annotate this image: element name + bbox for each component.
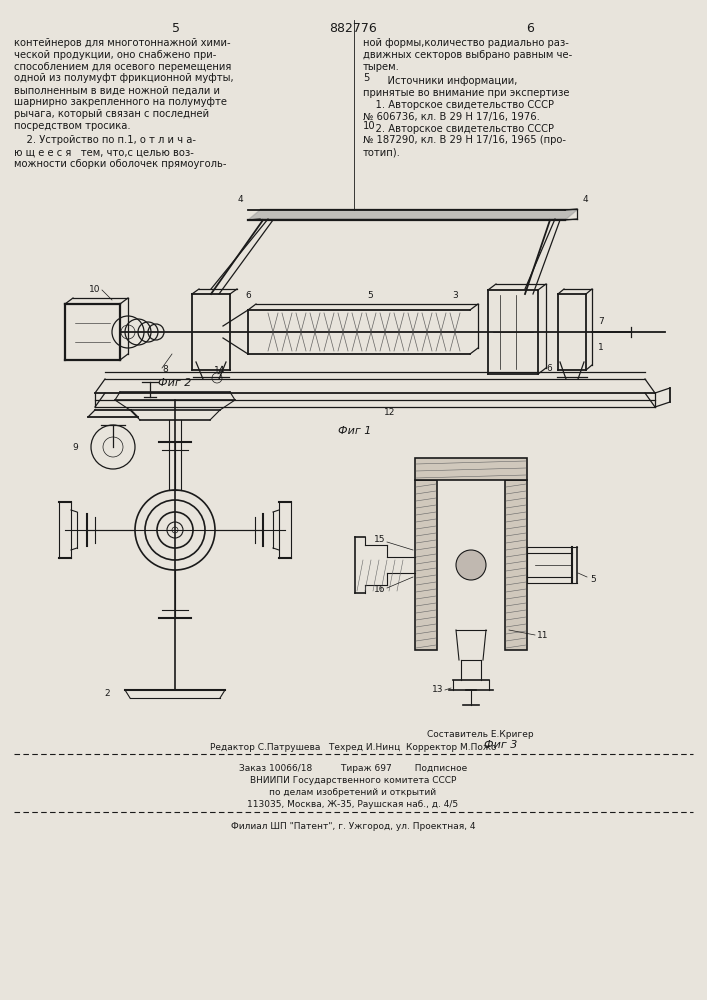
Text: 2. Устройство по п.1, о т л и ч а-: 2. Устройство по п.1, о т л и ч а- — [14, 135, 196, 145]
Text: 5: 5 — [590, 576, 596, 584]
Text: Редактор С.Патрушева   Техред И.Нинц  Корректор М.Пожо: Редактор С.Патрушева Техред И.Нинц Корре… — [210, 743, 496, 752]
Text: 4: 4 — [582, 195, 588, 204]
Text: по делам изобретений и открытий: по делам изобретений и открытий — [269, 788, 436, 797]
Text: 9: 9 — [72, 442, 78, 452]
Text: тотип).: тотип). — [363, 147, 401, 157]
Text: 14: 14 — [214, 366, 226, 375]
Text: 6: 6 — [245, 291, 251, 300]
Text: можности сборки оболочек прямоуголь-: можности сборки оболочек прямоуголь- — [14, 159, 226, 169]
Text: 6: 6 — [526, 22, 534, 35]
Text: 15: 15 — [373, 536, 385, 544]
Text: 10: 10 — [363, 121, 375, 131]
Text: Заказ 10066/18          Тираж 697        Подписное: Заказ 10066/18 Тираж 697 Подписное — [239, 764, 467, 773]
Text: контейнеров для многотоннажной хими-: контейнеров для многотоннажной хими- — [14, 38, 230, 48]
Text: рычага, который связан с последней: рычага, который связан с последней — [14, 109, 209, 119]
Text: шарнирно закрепленного на полумуфте: шарнирно закрепленного на полумуфте — [14, 97, 227, 107]
Text: 2. Авторское свидетельство СССР: 2. Авторское свидетельство СССР — [363, 124, 554, 134]
Text: 16: 16 — [373, 585, 385, 594]
Text: Фиг 2: Фиг 2 — [158, 378, 192, 388]
Text: 8: 8 — [162, 365, 168, 374]
Text: ной формы,количество радиально раз-: ной формы,количество радиально раз- — [363, 38, 569, 48]
Text: 13: 13 — [431, 686, 443, 694]
Text: 5: 5 — [172, 22, 180, 35]
Bar — [415, 480, 437, 650]
Text: посредством тросика.: посредством тросика. — [14, 121, 131, 131]
Text: 4: 4 — [237, 195, 243, 204]
Text: 2: 2 — [105, 690, 110, 698]
Text: ческой продукции, оно снабжено при-: ческой продукции, оно снабжено при- — [14, 50, 216, 60]
Polygon shape — [248, 210, 577, 220]
Text: 882776: 882776 — [329, 22, 377, 35]
Text: 6: 6 — [546, 364, 551, 373]
Text: 113035, Москва, Ж-35, Раушская наб., д. 4/5: 113035, Москва, Ж-35, Раушская наб., д. … — [247, 800, 459, 809]
Text: Фиг 1: Фиг 1 — [339, 426, 372, 436]
Bar — [415, 458, 527, 480]
Text: 7: 7 — [598, 318, 604, 326]
Text: 12: 12 — [385, 408, 396, 417]
Text: одной из полумуфт фрикционной муфты,: одной из полумуфт фрикционной муфты, — [14, 73, 233, 83]
Text: Фиг 3: Фиг 3 — [484, 740, 518, 750]
Text: тырем.: тырем. — [363, 62, 400, 72]
Text: Филиал ШП "Патент", г. Ужгород, ул. Проектная, 4: Филиал ШП "Патент", г. Ужгород, ул. Прое… — [230, 822, 475, 831]
Text: Источники информации,: Источники информации, — [375, 76, 518, 86]
Text: ВНИИПИ Государственного комитета СССР: ВНИИПИ Государственного комитета СССР — [250, 776, 456, 785]
Text: 5: 5 — [367, 291, 373, 300]
Circle shape — [456, 550, 486, 580]
Text: движных секторов выбрано равным че-: движных секторов выбрано равным че- — [363, 50, 572, 60]
Text: выполненным в виде ножной педали и: выполненным в виде ножной педали и — [14, 85, 220, 95]
Text: 1: 1 — [598, 342, 604, 352]
Text: способлением для осевого перемещения: способлением для осевого перемещения — [14, 62, 231, 72]
Text: № 187290, кл. В 29 Н 17/16, 1965 (про-: № 187290, кл. В 29 Н 17/16, 1965 (про- — [363, 135, 566, 145]
Text: Составитель Е.Кригер: Составитель Е.Кригер — [427, 730, 533, 739]
Text: № 606736, кл. В 29 Н 17/16, 1976.: № 606736, кл. В 29 Н 17/16, 1976. — [363, 112, 540, 122]
Text: 10: 10 — [88, 286, 100, 294]
Text: 11: 11 — [537, 631, 549, 640]
Text: принятые во внимание при экспертизе: принятые во внимание при экспертизе — [363, 88, 570, 98]
Text: 3: 3 — [452, 291, 458, 300]
Text: 1. Авторское свидетельство СССР: 1. Авторское свидетельство СССР — [363, 100, 554, 110]
Text: ю щ е е с я   тем, что,с целью воз-: ю щ е е с я тем, что,с целью воз- — [14, 147, 194, 157]
Bar — [505, 480, 527, 650]
Text: 5: 5 — [363, 73, 369, 83]
